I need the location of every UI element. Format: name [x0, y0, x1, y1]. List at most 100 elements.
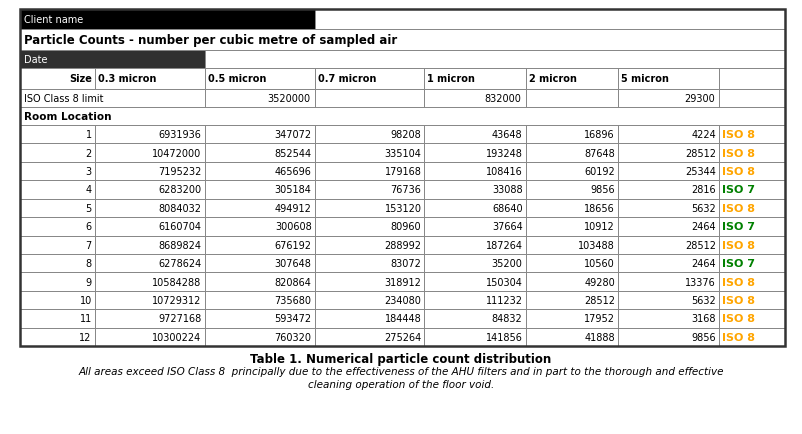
- Bar: [719, 69, 785, 90]
- Text: 347072: 347072: [274, 130, 311, 140]
- Text: 832000: 832000: [484, 94, 521, 104]
- Bar: [525, 181, 618, 199]
- Bar: [424, 144, 525, 162]
- Bar: [618, 199, 719, 217]
- Bar: [95, 236, 205, 254]
- Bar: [20, 309, 95, 328]
- Bar: [618, 181, 719, 199]
- Text: 593472: 593472: [274, 314, 311, 324]
- Text: 10729312: 10729312: [152, 295, 201, 305]
- Text: 2816: 2816: [691, 185, 716, 195]
- Bar: [314, 217, 424, 236]
- Text: 9856: 9856: [691, 332, 716, 342]
- Bar: [20, 90, 785, 108]
- Bar: [424, 309, 525, 328]
- Bar: [525, 291, 618, 309]
- Bar: [20, 254, 95, 273]
- Bar: [20, 10, 314, 30]
- Text: 35200: 35200: [492, 259, 523, 269]
- Text: 4224: 4224: [691, 130, 716, 140]
- Bar: [20, 126, 785, 144]
- Bar: [205, 217, 314, 236]
- Text: 28512: 28512: [584, 295, 615, 305]
- Text: ISO 7: ISO 7: [722, 222, 755, 232]
- Bar: [20, 108, 785, 126]
- Bar: [719, 328, 785, 346]
- Bar: [95, 328, 205, 346]
- Bar: [20, 69, 785, 90]
- Bar: [95, 181, 205, 199]
- Text: ISO 7: ISO 7: [722, 185, 755, 195]
- Bar: [20, 273, 95, 291]
- Bar: [95, 144, 205, 162]
- Bar: [618, 90, 719, 108]
- Bar: [20, 10, 785, 346]
- Bar: [95, 126, 205, 144]
- Bar: [205, 126, 314, 144]
- Bar: [719, 144, 785, 162]
- Bar: [20, 51, 205, 69]
- Bar: [618, 126, 719, 144]
- Text: 187264: 187264: [485, 240, 523, 250]
- Bar: [525, 144, 618, 162]
- Bar: [719, 144, 785, 162]
- Bar: [424, 144, 525, 162]
- Bar: [719, 90, 785, 108]
- Bar: [424, 291, 525, 309]
- Text: 10: 10: [79, 295, 91, 305]
- Bar: [719, 273, 785, 291]
- Bar: [525, 236, 618, 254]
- Bar: [314, 309, 424, 328]
- Text: 68640: 68640: [492, 204, 523, 214]
- Bar: [20, 236, 95, 254]
- Bar: [525, 162, 618, 181]
- Text: 8689824: 8689824: [159, 240, 201, 250]
- Bar: [525, 181, 618, 199]
- Bar: [314, 181, 424, 199]
- Bar: [95, 162, 205, 181]
- Text: 288992: 288992: [384, 240, 422, 250]
- Text: 76736: 76736: [391, 185, 422, 195]
- Bar: [20, 51, 205, 69]
- Bar: [719, 69, 785, 90]
- Text: 6931936: 6931936: [159, 130, 201, 140]
- Text: 193248: 193248: [486, 148, 523, 158]
- Bar: [618, 181, 719, 199]
- Text: 0.7 micron: 0.7 micron: [318, 74, 376, 84]
- Bar: [95, 199, 205, 217]
- Bar: [20, 291, 785, 309]
- Bar: [424, 254, 525, 273]
- Bar: [618, 328, 719, 346]
- Text: 300608: 300608: [275, 222, 311, 232]
- Text: 49280: 49280: [584, 277, 615, 287]
- Bar: [618, 90, 719, 108]
- Bar: [525, 162, 618, 181]
- Bar: [205, 181, 314, 199]
- Text: 7195232: 7195232: [158, 167, 201, 177]
- Bar: [424, 199, 525, 217]
- Bar: [424, 162, 525, 181]
- Bar: [20, 51, 785, 69]
- Bar: [20, 236, 785, 254]
- Text: 103488: 103488: [578, 240, 615, 250]
- Bar: [618, 162, 719, 181]
- Text: 12: 12: [79, 332, 91, 342]
- Bar: [20, 273, 785, 291]
- Bar: [314, 236, 424, 254]
- Bar: [525, 273, 618, 291]
- Bar: [205, 144, 314, 162]
- Text: 3168: 3168: [691, 314, 716, 324]
- Bar: [205, 162, 314, 181]
- Text: 8084032: 8084032: [159, 204, 201, 214]
- Bar: [95, 254, 205, 273]
- Bar: [618, 144, 719, 162]
- Bar: [719, 217, 785, 236]
- Bar: [618, 273, 719, 291]
- Bar: [314, 199, 424, 217]
- Bar: [525, 254, 618, 273]
- Bar: [20, 328, 95, 346]
- Bar: [424, 217, 525, 236]
- Text: 6160704: 6160704: [159, 222, 201, 232]
- Text: 234080: 234080: [385, 295, 422, 305]
- Bar: [618, 217, 719, 236]
